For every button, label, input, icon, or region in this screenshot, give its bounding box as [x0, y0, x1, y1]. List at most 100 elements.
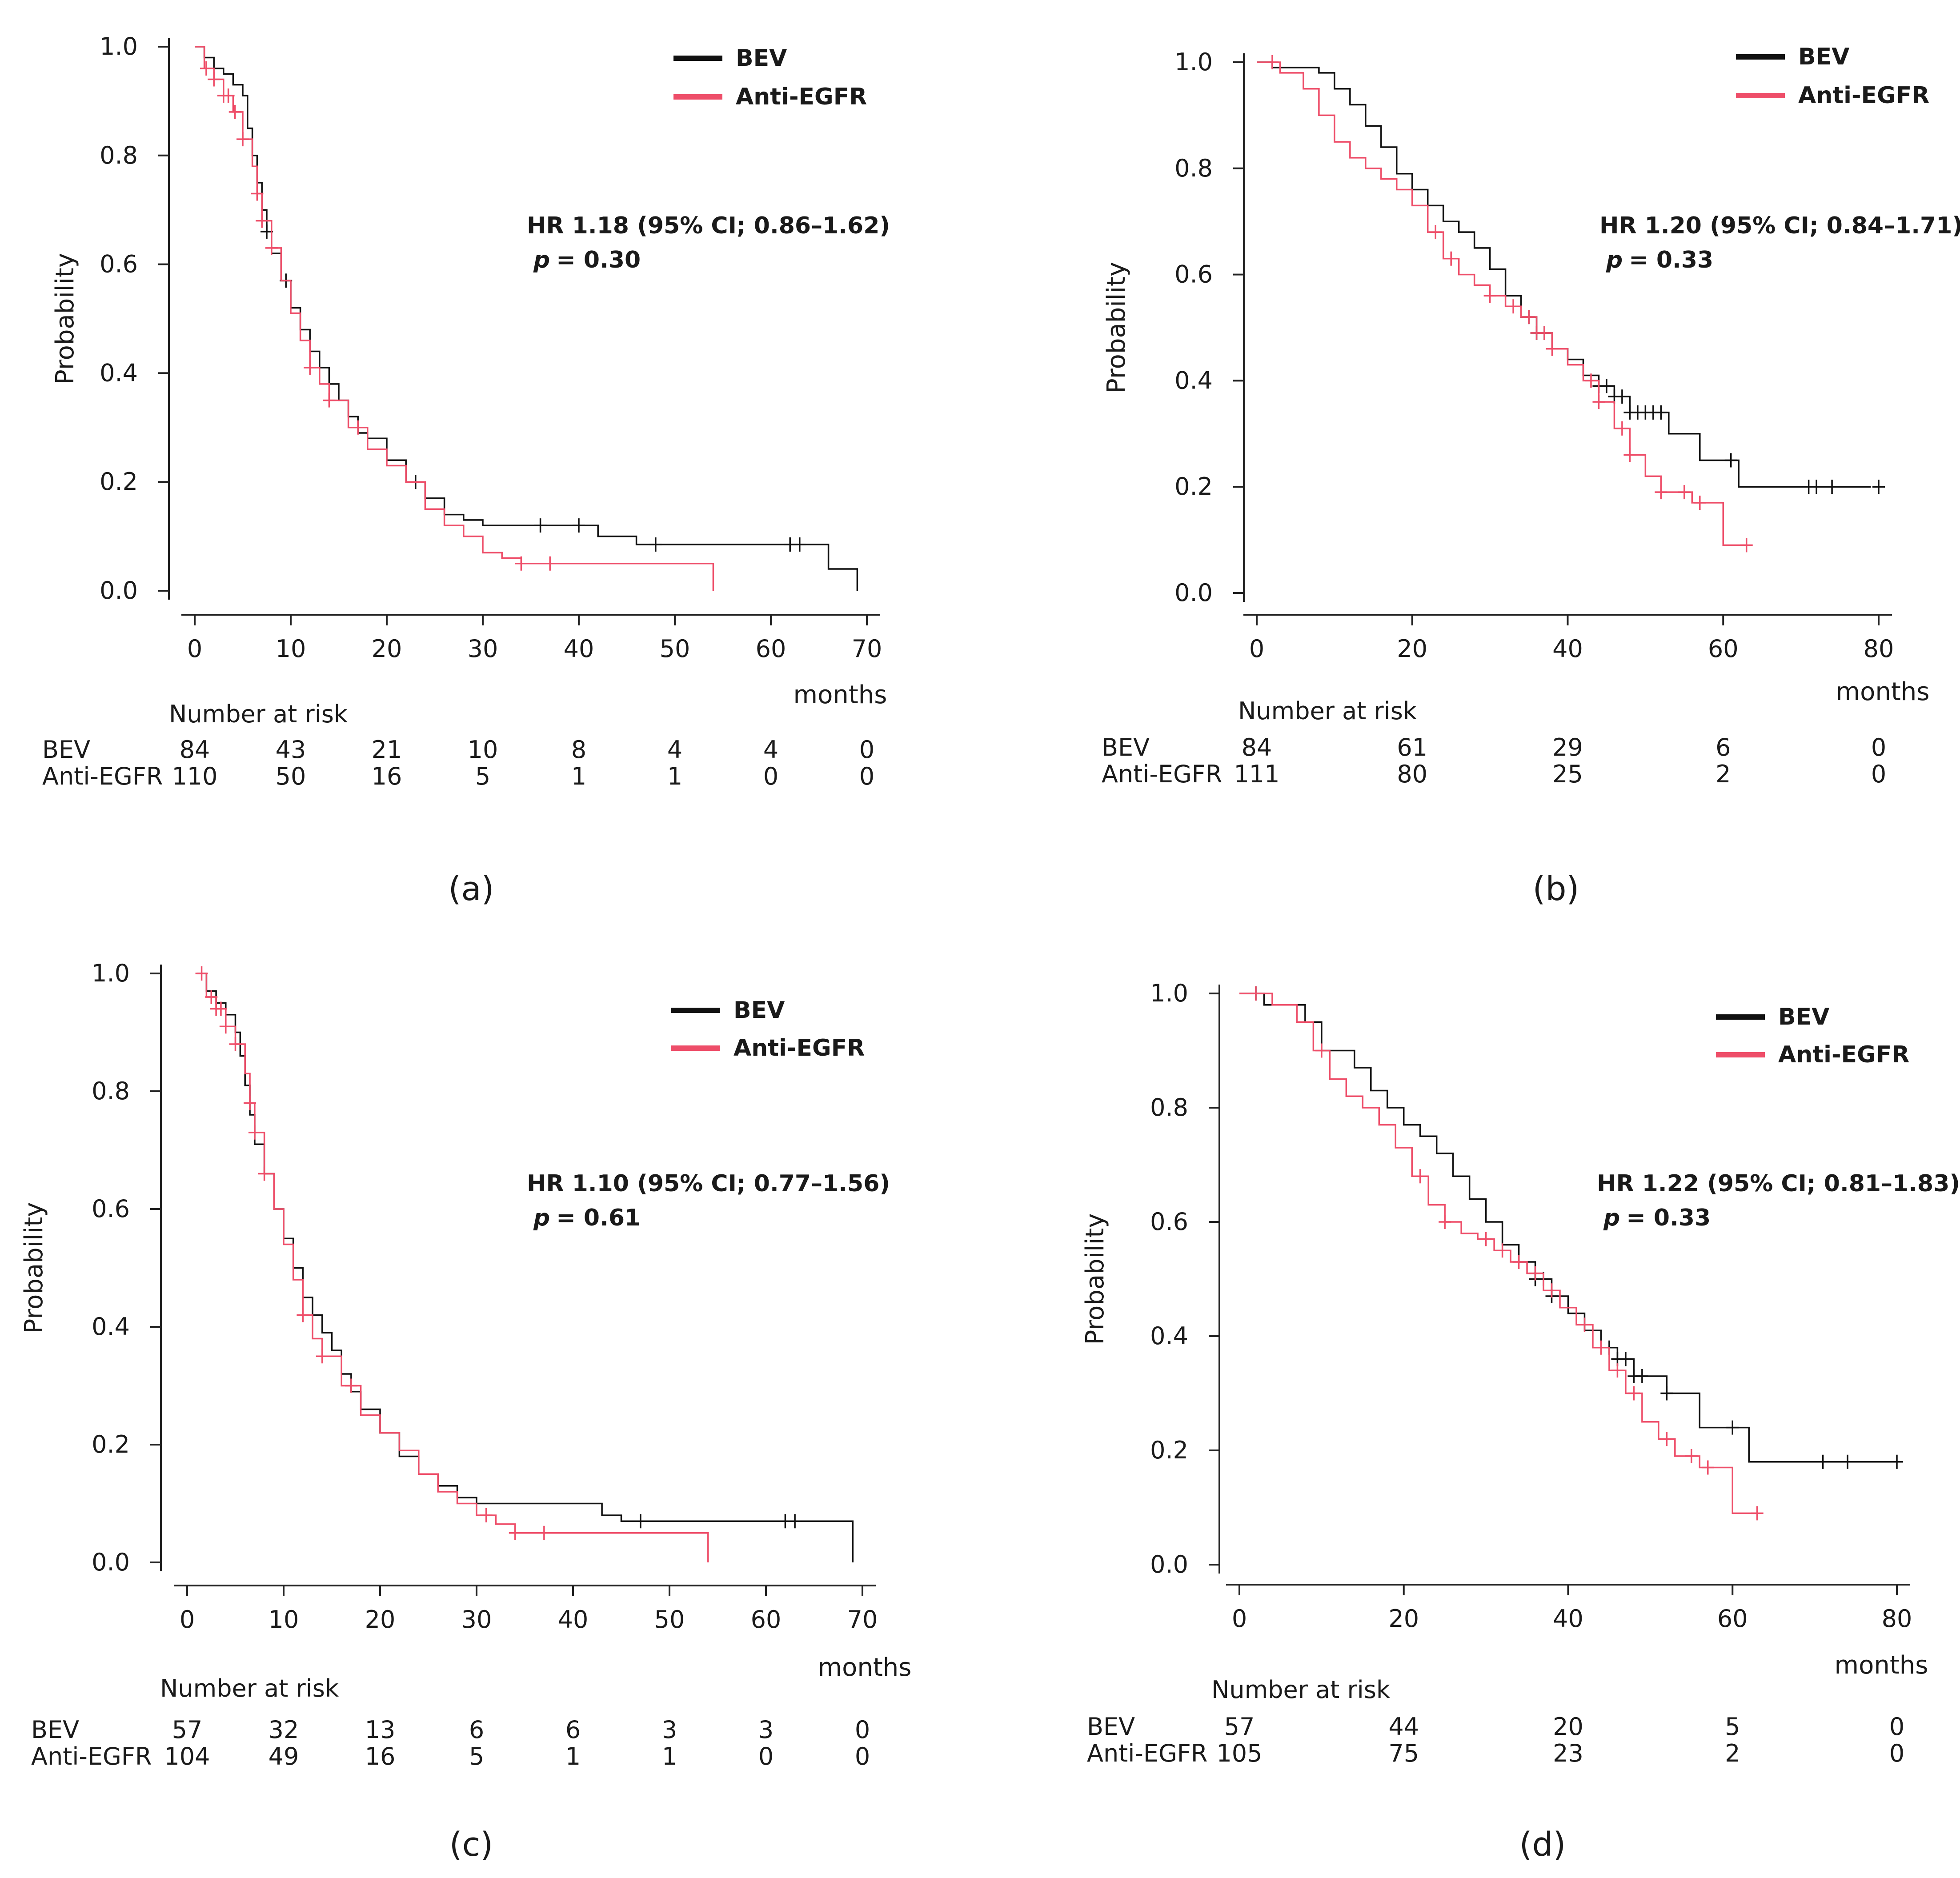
- x-tick-label: 20: [1388, 1605, 1419, 1633]
- panel-c: 0 10 20 30 40 50 60 700.00.20.40.60.81.0Probabi…: [20, 959, 911, 1864]
- risk-value: 6: [469, 1716, 484, 1744]
- censor-mark: [345, 1378, 357, 1393]
- risk-value: 23: [1553, 1739, 1583, 1767]
- risk-value: 20: [1553, 1713, 1583, 1741]
- censor-mark: [1891, 1454, 1903, 1469]
- censor-mark: [228, 104, 241, 119]
- legend-label: Anti-EGFR: [1798, 82, 1929, 109]
- legend-label: Anti-EGFR: [733, 1035, 865, 1061]
- risk-value: 84: [1242, 733, 1272, 761]
- risk-value: 111: [1234, 760, 1279, 788]
- p-value-text: p = 0.61: [533, 1205, 641, 1231]
- censor-mark: [251, 186, 264, 201]
- y-tick-label: 0.8: [1174, 154, 1213, 182]
- censor-mark: [789, 1514, 802, 1529]
- censor-mark: [1584, 373, 1597, 388]
- x-tick-label: 20: [365, 1606, 396, 1634]
- y-tick-label: 1.0: [100, 32, 138, 60]
- risk-value: 10: [468, 736, 498, 764]
- risk-group-label: BEV: [1087, 1713, 1135, 1741]
- censor-mark: [537, 1526, 550, 1540]
- x-tick-label: 0: [1249, 635, 1264, 663]
- censor-mark: [1546, 341, 1559, 356]
- censor-mark: [1685, 1449, 1698, 1463]
- risk-value: 29: [1552, 733, 1583, 761]
- censor-mark: [219, 1019, 232, 1034]
- censor-mark: [248, 1125, 261, 1140]
- y-tick-label: 0.2: [1174, 473, 1213, 501]
- x-tick-label: 70: [852, 635, 882, 663]
- y-tick-label: 1.0: [1174, 48, 1213, 76]
- risk-value: 16: [365, 1742, 396, 1770]
- legend: BEV Anti-EGFR: [1716, 1004, 1909, 1068]
- legend-label: BEV: [1778, 1004, 1829, 1030]
- p-value-number: = 0.33: [1629, 247, 1713, 273]
- risk-value: 84: [180, 736, 210, 764]
- hazard-ratio-text: HR 1.22 (95% CI; 0.81–1.83): [1597, 1170, 1960, 1197]
- y-tick-label: 0.0: [1150, 1550, 1188, 1578]
- risk-value: 75: [1388, 1739, 1419, 1767]
- x-tick-label: 50: [660, 635, 690, 663]
- y-tick-label: 0.8: [100, 141, 138, 169]
- censor-mark: [1611, 1363, 1624, 1378]
- censor-mark: [544, 556, 557, 571]
- risk-table-title: Number at risk: [160, 1674, 339, 1702]
- risk-value: 49: [269, 1742, 299, 1770]
- y-axis-title: Probability: [1081, 1213, 1110, 1345]
- censor-mark: [205, 990, 218, 1004]
- censor-mark: [1595, 1340, 1607, 1355]
- censor-mark: [1660, 1432, 1673, 1446]
- legend: BEV Anti-EGFR: [1736, 44, 1929, 109]
- x-tick-label: 20: [1397, 635, 1427, 663]
- risk-value: 0: [1871, 733, 1886, 761]
- x-tick-label: 40: [564, 635, 594, 663]
- x-tick-label: 20: [372, 635, 402, 663]
- x-tick-label: 40: [1553, 1605, 1583, 1633]
- y-axis-title: Probability: [51, 253, 80, 384]
- censor-mark: [515, 556, 528, 571]
- x-tick-label: 0: [1232, 1605, 1247, 1633]
- hazard-ratio-text: HR 1.18 (95% CI; 0.86–1.62): [527, 212, 890, 239]
- legend-label: Anti-EGFR: [1778, 1041, 1909, 1068]
- p-value-symbol: p: [1606, 247, 1623, 273]
- series-anti-egfr: [195, 46, 714, 591]
- risk-value: 8: [571, 736, 586, 764]
- risk-value: 0: [758, 1742, 774, 1770]
- x-axis-title: months: [1835, 1651, 1928, 1680]
- risk-value: 5: [1725, 1713, 1740, 1741]
- censor-mark: [1701, 1460, 1714, 1475]
- panel-a: 0 10 20 30 40 50 60 700.00.20.40.60.81.0Probabi…: [42, 32, 890, 908]
- series-anti-egfr: [195, 966, 709, 1562]
- y-axis-title: Probability: [20, 1202, 48, 1333]
- y-tick-label: 0.4: [1150, 1322, 1188, 1350]
- panel-label: (d): [1519, 1826, 1566, 1864]
- panel-b: 0 20 40 60 800.00.20.40.60.81.0Probabilitymo…: [1102, 44, 1960, 908]
- y-axis-title: Probability: [1102, 262, 1131, 393]
- risk-value: 0: [1871, 760, 1886, 788]
- risk-value: 57: [1224, 1713, 1255, 1741]
- km-curve: [196, 973, 709, 1562]
- y-tick-label: 0.4: [1174, 366, 1213, 394]
- risk-value: 1: [565, 1742, 581, 1770]
- censor-mark: [1841, 1454, 1854, 1469]
- risk-value: 80: [1397, 760, 1427, 788]
- p-value-symbol: p: [533, 247, 550, 273]
- panel-label: (c): [449, 1826, 493, 1864]
- risk-table-title: Number at risk: [1238, 697, 1417, 725]
- x-tick-label: 40: [1552, 635, 1583, 663]
- km-curve: [1239, 993, 1757, 1514]
- risk-group-label: BEV: [31, 1716, 79, 1744]
- risk-value: 6: [565, 1716, 581, 1744]
- x-tick-label: 30: [461, 1606, 492, 1634]
- p-value-text: p = 0.33: [1603, 1205, 1711, 1231]
- censor-mark: [1414, 1169, 1427, 1184]
- p-value-number: = 0.33: [1626, 1205, 1711, 1231]
- censor-mark: [1615, 421, 1628, 436]
- panel-d: 0 20 40 60 800.00.20.40.60.81.0Probabilitymo…: [1081, 979, 1960, 1864]
- y-tick-label: 0.6: [92, 1195, 130, 1223]
- risk-value: 105: [1216, 1739, 1262, 1767]
- risk-value: 13: [365, 1716, 396, 1744]
- censor-mark: [1538, 325, 1551, 340]
- x-axis-title: months: [818, 1653, 912, 1682]
